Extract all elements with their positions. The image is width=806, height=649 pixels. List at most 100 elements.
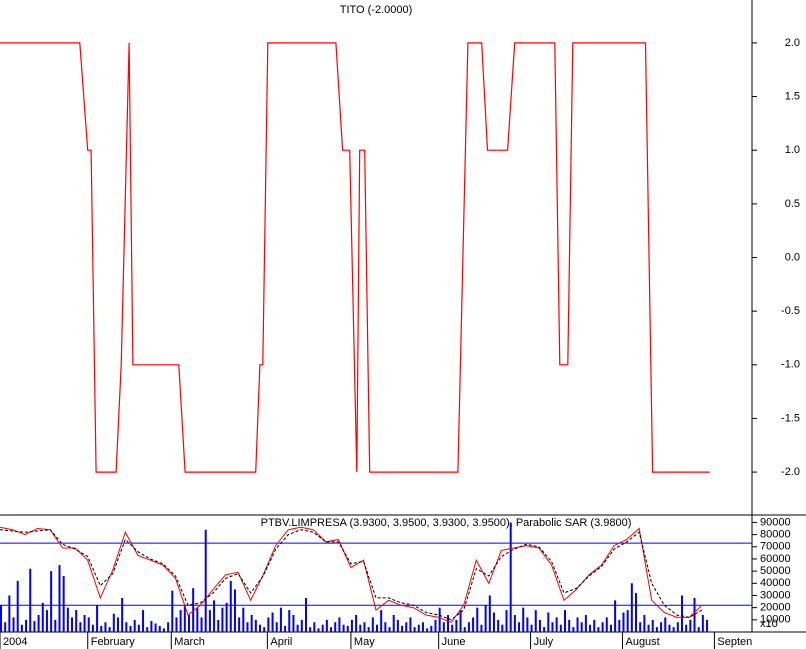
volume-bar xyxy=(71,617,74,632)
volume-bar xyxy=(555,617,558,632)
volume-bar xyxy=(150,621,153,632)
y-tick-label: 20000 xyxy=(760,602,791,614)
y-tick-label: -0.5 xyxy=(781,305,800,317)
volume-bar xyxy=(62,576,65,632)
volume-bar xyxy=(37,614,40,632)
volume-bar xyxy=(284,625,287,632)
volume-bar xyxy=(647,624,650,632)
volume-bar xyxy=(208,610,211,632)
volume-bar xyxy=(167,622,170,632)
volume-bar xyxy=(564,610,566,632)
volume-bar xyxy=(221,607,224,632)
chart-title: TITO (-2.0000) xyxy=(340,4,413,16)
indicator-line xyxy=(0,529,703,621)
volume-bar xyxy=(25,619,28,632)
volume-bar xyxy=(50,571,53,632)
volume-bar xyxy=(655,627,658,632)
volume-bar xyxy=(338,617,341,632)
volume-bar xyxy=(618,619,621,632)
volume-bar xyxy=(242,607,245,632)
volume-bar xyxy=(137,624,140,632)
volume-bar xyxy=(342,624,345,632)
volume-bar xyxy=(680,595,683,632)
volume-bar xyxy=(171,590,174,632)
volume-bar xyxy=(672,627,675,632)
volume-bar xyxy=(426,628,429,632)
x-tick-label: May xyxy=(354,636,375,648)
volume-bar xyxy=(472,617,475,632)
y-tick-label: 1.5 xyxy=(785,90,800,102)
volume-bar xyxy=(304,597,307,632)
indicator-line xyxy=(0,526,703,623)
volume-bar xyxy=(626,610,629,632)
volume-bar xyxy=(121,597,124,632)
annotation: x10 xyxy=(760,618,778,630)
volume-bar xyxy=(376,624,378,632)
volume-bar xyxy=(175,617,178,632)
volume-bar xyxy=(267,617,270,632)
volume-bar xyxy=(133,619,136,632)
y-tick-label: 2.0 xyxy=(785,37,800,49)
volume-bar xyxy=(505,610,508,632)
volume-bar xyxy=(87,617,90,632)
volume-bar xyxy=(401,625,404,632)
volume-bar xyxy=(112,613,115,632)
volume-bar xyxy=(4,622,7,632)
volume-bar xyxy=(597,627,600,632)
volume-bar xyxy=(589,624,592,632)
volume-bar xyxy=(513,614,516,632)
y-tick-label: 60000 xyxy=(760,553,791,565)
volume-bar xyxy=(501,624,504,632)
volume-bar xyxy=(58,565,61,632)
volume-bar xyxy=(158,625,161,632)
volume-bar xyxy=(233,589,236,632)
volume-bar xyxy=(630,583,633,632)
volume-bar xyxy=(660,622,663,632)
volume-bar xyxy=(518,622,521,632)
volume-bar xyxy=(580,622,583,632)
x-tick-label: February xyxy=(91,636,136,648)
volume-bar xyxy=(154,623,157,632)
volume-bar xyxy=(701,614,704,632)
volume-bar xyxy=(146,627,149,632)
y-tick-label: -1.0 xyxy=(781,359,800,371)
volume-bar xyxy=(325,619,328,632)
volume-bar xyxy=(238,617,241,632)
volume-bar xyxy=(442,622,445,632)
volume-bar xyxy=(271,612,274,632)
volume-bar xyxy=(438,607,441,632)
volume-bar xyxy=(200,617,203,632)
y-tick-label: 50000 xyxy=(760,565,791,577)
y-tick-label: 0.5 xyxy=(785,198,800,210)
volume-bar xyxy=(551,622,554,632)
volume-bar xyxy=(246,622,249,632)
volume-bar xyxy=(179,610,182,632)
volume-bar xyxy=(116,617,119,632)
volume-bar xyxy=(309,627,312,632)
volume-bar xyxy=(651,619,654,632)
y-tick-label: -2.0 xyxy=(781,466,800,478)
volume-bar xyxy=(350,619,353,632)
volume-bar xyxy=(635,593,638,632)
volume-bar xyxy=(526,617,529,632)
volume-bar xyxy=(16,580,19,632)
volume-bar xyxy=(288,610,291,632)
volume-bar xyxy=(676,622,679,632)
volume-bar xyxy=(492,612,495,632)
x-tick-label: Septen xyxy=(717,636,752,648)
volume-bar xyxy=(622,612,625,632)
volume-bar xyxy=(568,619,571,632)
volume-bar xyxy=(162,628,165,632)
volume-bar xyxy=(484,605,487,632)
volume-bar xyxy=(20,624,23,632)
y-tick-label: 30000 xyxy=(760,589,791,601)
volume-bar xyxy=(480,624,483,632)
volume-bar xyxy=(300,619,303,632)
volume-bar xyxy=(689,619,692,632)
volume-bar xyxy=(100,625,103,632)
volume-bar xyxy=(12,617,15,632)
volume-bar xyxy=(359,624,362,632)
volume-bar xyxy=(0,605,2,632)
volume-bar xyxy=(593,619,596,632)
